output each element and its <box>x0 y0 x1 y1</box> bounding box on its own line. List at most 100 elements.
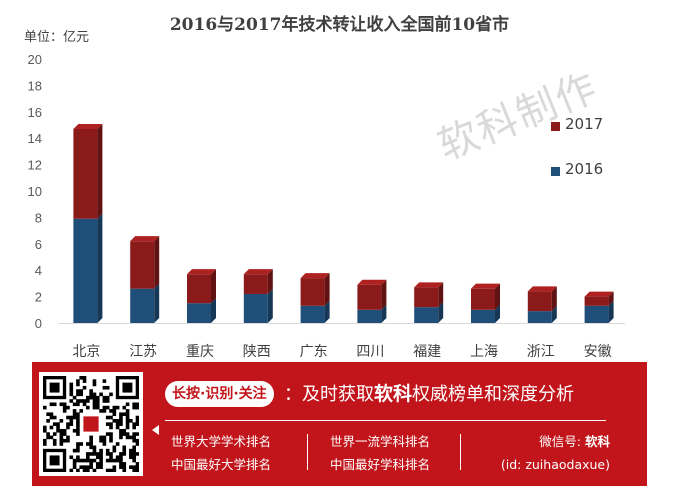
qr-module <box>49 412 54 417</box>
qr-module <box>69 389 74 393</box>
qr-module <box>122 428 127 433</box>
bar-side-安徽-2016 <box>608 300 614 323</box>
qr-module <box>119 432 123 436</box>
qr-module <box>99 435 103 440</box>
qr-module <box>132 425 136 430</box>
qr-module <box>76 389 80 393</box>
qr-module <box>69 385 74 390</box>
x-tick-label: 北京 <box>72 344 100 360</box>
y-tick-label: 14 <box>28 131 42 146</box>
qr-module <box>76 468 80 472</box>
qr-module <box>132 468 136 472</box>
qr-module <box>56 422 60 426</box>
qr-module <box>122 452 127 456</box>
column-separator <box>307 434 308 470</box>
qr-module <box>135 422 139 426</box>
qr-module <box>112 465 117 469</box>
qr-module <box>89 442 93 446</box>
qr-module <box>95 395 100 400</box>
qr-module <box>82 376 87 380</box>
qr-module <box>79 442 84 446</box>
chart-legend: 2017 2016 <box>551 112 603 202</box>
qr-module <box>99 448 103 453</box>
qr-module <box>76 432 80 436</box>
qr-module <box>92 448 97 453</box>
qr-module <box>49 402 54 407</box>
qr-module <box>62 438 67 443</box>
link-china-university-ranking[interactable]: 中国最好大学排名 <box>171 457 272 472</box>
qr-module <box>122 405 127 410</box>
qr-module <box>52 432 57 436</box>
qr-module <box>69 415 74 420</box>
bar-side-江苏-2016 <box>154 283 160 323</box>
qr-module <box>135 402 139 407</box>
qr-module <box>86 468 90 472</box>
bar-segment-四川-2016 <box>357 309 382 323</box>
qr-module <box>125 415 130 420</box>
qr-module <box>66 415 70 420</box>
qr-module <box>92 382 97 387</box>
qr-finder-pattern <box>49 382 60 393</box>
qr-module <box>76 422 80 426</box>
bar-side-北京-2016 <box>97 213 103 323</box>
qr-module <box>129 435 133 440</box>
qr-module <box>125 409 130 413</box>
qr-module <box>43 442 47 446</box>
qr-module <box>76 428 80 433</box>
qr-module <box>95 462 100 466</box>
qr-module <box>99 392 103 397</box>
link-world-university-ranking[interactable]: 世界大学学术排名 <box>171 434 272 449</box>
qr-module <box>122 412 127 417</box>
qr-module <box>109 422 113 426</box>
qr-module <box>99 409 103 413</box>
promo-banner: 长按·识别·关注 ：及时获取软科权威榜单和深度分析 世界大学学术排名 中国最好大… <box>32 362 647 486</box>
bar-side-陕西-2016 <box>267 288 273 323</box>
qr-module <box>135 462 139 466</box>
link-world-subject-ranking[interactable]: 世界一流学科排名 <box>330 434 431 449</box>
qr-module <box>99 455 103 460</box>
qr-module <box>76 442 80 446</box>
qr-module <box>119 422 123 426</box>
qr-module <box>76 455 80 460</box>
bar-segment-上海-2016 <box>471 309 495 323</box>
qr-module <box>66 435 70 440</box>
qr-module <box>79 389 84 393</box>
qr-module <box>129 419 133 423</box>
qr-module <box>92 402 97 407</box>
link-china-subject-ranking[interactable]: 中国最好学科排名 <box>330 457 431 472</box>
bar-segment-浙江-2017 <box>527 291 552 312</box>
qr-module <box>129 465 133 469</box>
tagline-prefix: ：及时获取 <box>284 384 374 405</box>
qr-module <box>122 462 127 466</box>
bar-segment-安徽-2017 <box>584 296 609 306</box>
y-unit-label: 单位：亿元 <box>24 30 90 45</box>
qr-module <box>62 428 67 433</box>
qr-module <box>102 405 107 410</box>
qr-module <box>86 465 90 469</box>
qr-module <box>135 468 139 472</box>
qr-module <box>105 405 110 410</box>
qr-module <box>72 409 77 413</box>
qr-module <box>82 399 87 403</box>
qr-module <box>72 448 77 453</box>
bar-top-广东 <box>300 273 330 279</box>
qr-module <box>46 419 50 423</box>
qr-module <box>135 405 139 410</box>
qr-module <box>52 422 57 426</box>
x-tick-label: 安徽 <box>584 344 612 360</box>
qr-module <box>92 379 97 383</box>
qr-module <box>99 452 103 456</box>
qr-module <box>76 458 80 463</box>
qr-module <box>125 435 130 440</box>
bar-side-福建-2017 <box>438 282 444 308</box>
qr-module <box>95 452 100 456</box>
qr-module <box>76 392 80 397</box>
qr-module <box>119 452 123 456</box>
qr-module <box>76 425 80 430</box>
qr-code[interactable] <box>39 372 143 476</box>
qr-module <box>115 405 120 410</box>
bar-top-上海 <box>471 283 500 289</box>
qr-module <box>102 442 107 446</box>
qr-module <box>66 438 70 443</box>
x-tick-label: 上海 <box>470 344 498 360</box>
